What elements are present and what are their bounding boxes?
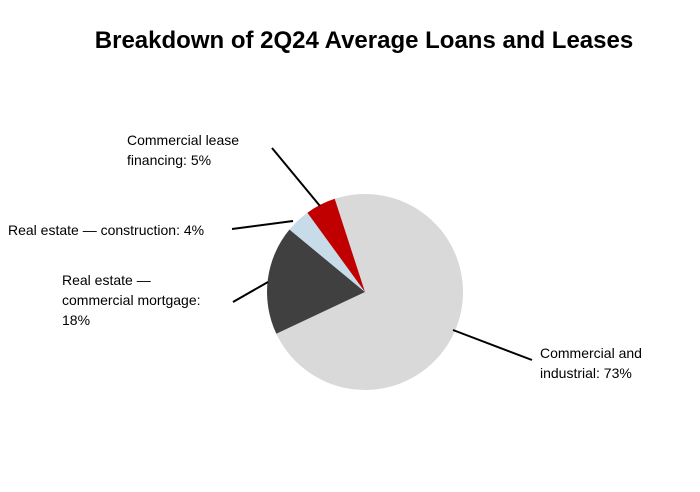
pie-slices — [267, 194, 464, 391]
leader-line-lease — [271, 147, 321, 207]
callout-label-commercial-industrial: Commercial and industrial: 73% — [540, 345, 642, 381]
leader-line-construction — [231, 220, 294, 230]
pie-slice-re-construction — [289, 212, 365, 292]
pie-slice-re-commercial-mortgage — [267, 229, 365, 334]
leader-line-mortgage — [232, 281, 269, 303]
pie-slice-commercial-lease-financing — [307, 198, 365, 292]
callout-label-commercial-lease-financing: Commercial lease financing: 5% — [127, 132, 240, 168]
callout-label-re-commercial-mortgage: Real estate — commercial mortgage: 18% — [62, 272, 201, 328]
leader-lines — [231, 147, 533, 361]
leader-line-ci — [452, 329, 533, 361]
chart-title: Breakdown of 2Q24 Average Loans and Leas… — [94, 27, 634, 54]
pie-slice-commercial-industrial — [276, 194, 464, 391]
callout-label-re-construction: Real estate — construction: 4% — [8, 222, 205, 238]
